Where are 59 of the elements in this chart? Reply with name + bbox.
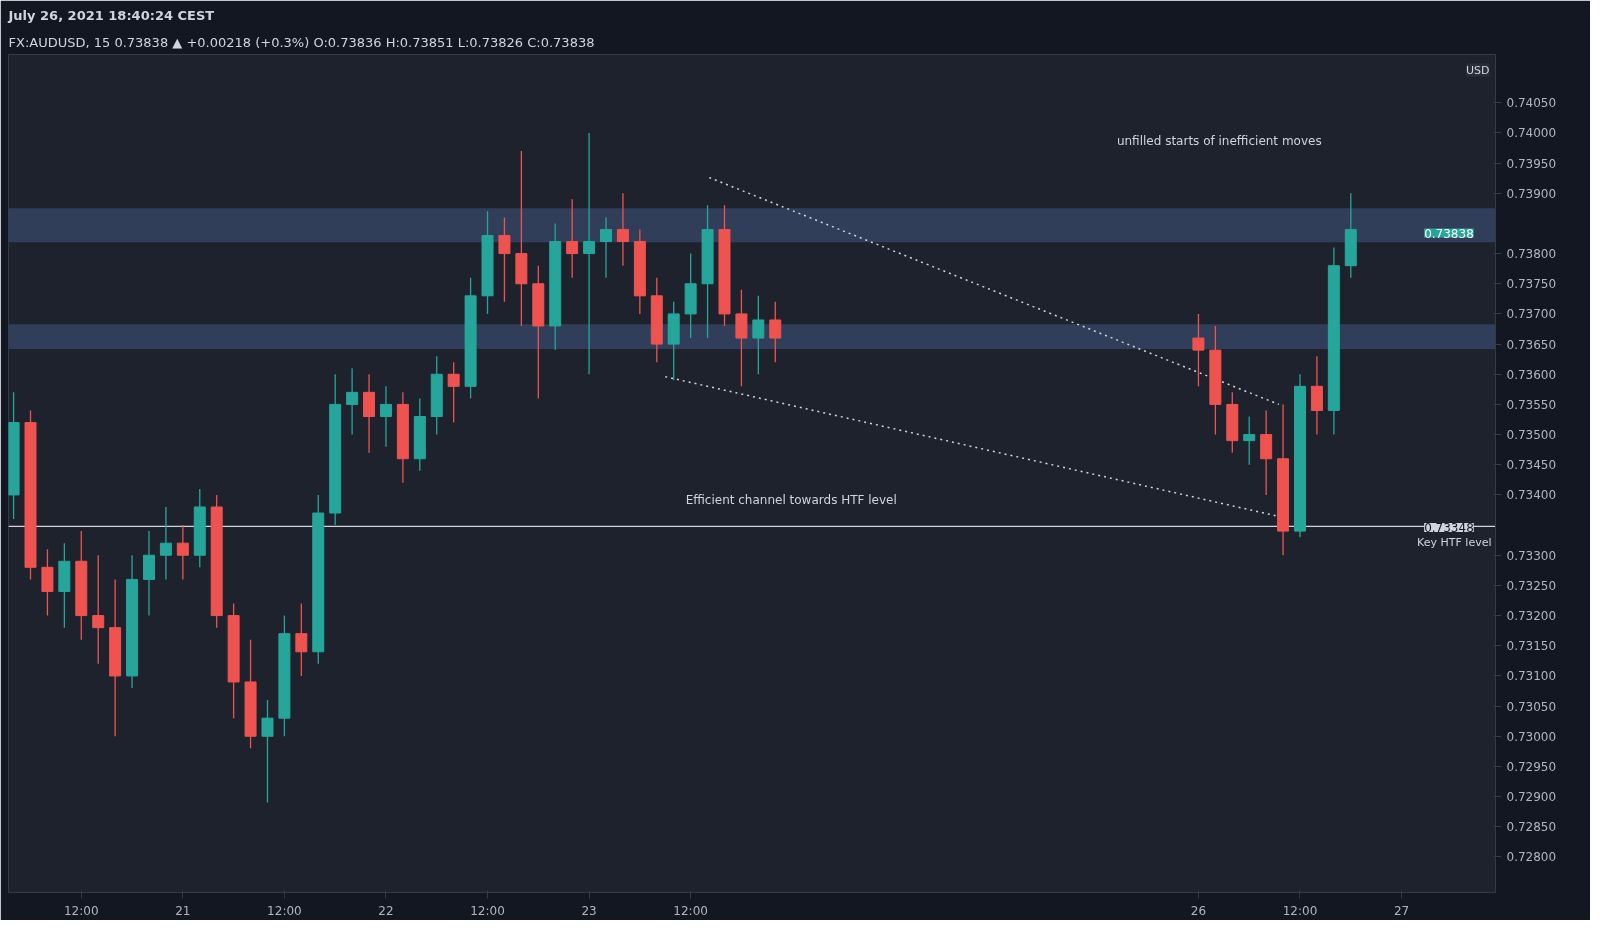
candlestick	[752, 295, 765, 375]
y-tick-label: 0.73300	[1506, 548, 1557, 563]
chart-title: FX:AUDUSD, 15 0.73838 ▲ +0.00218 (+0.3%) O:0.73836 H:0.73851 L:0.73826 C:0.73838	[8, 34, 595, 50]
candlestick	[447, 361, 460, 424]
y-tick-label: 0.73000	[1506, 729, 1557, 744]
candlestick	[616, 192, 629, 267]
y-tick-label: 0.74050	[1506, 96, 1557, 111]
annotation: 0.73838	[1424, 226, 1474, 241]
annotation: 0.73348	[1424, 521, 1474, 536]
x-tick-label: 22	[378, 903, 394, 918]
y-tick-label: 0.73900	[1506, 186, 1557, 201]
y-tick-label: 0.73550	[1506, 397, 1557, 412]
y-tick-label: 0.73500	[1506, 428, 1557, 443]
x-tick-label: 26	[1190, 903, 1207, 918]
y-axis-title: USD	[1466, 63, 1490, 77]
legend-label: Key HTF level	[1417, 536, 1492, 550]
y-tick-label: 0.73650	[1506, 337, 1557, 352]
annotation: unfilled starts of inefficient moves	[1116, 134, 1322, 148]
x-tick-label: 12:00	[63, 903, 99, 918]
y-tick-label: 0.73150	[1506, 639, 1557, 654]
y-tick-label: 0.73050	[1506, 699, 1557, 714]
chart-subtitle: July 26, 2021 18:40:24 CEST	[7, 7, 215, 23]
candlestick	[176, 524, 189, 581]
candlestick	[498, 216, 511, 303]
x-tick-label: 27	[1393, 903, 1410, 918]
y-tick-label: 0.73800	[1506, 247, 1557, 262]
candlestick	[1243, 415, 1256, 466]
candlestick	[1192, 313, 1205, 387]
candlestick	[566, 198, 579, 279]
candlestick	[583, 132, 596, 375]
candlestick	[379, 385, 392, 448]
y-tick-label: 0.73450	[1506, 458, 1557, 473]
y-tick-label: 0.72800	[1506, 850, 1557, 865]
y-tick-label: 0.73600	[1506, 367, 1557, 382]
y-tick-label: 0.73700	[1506, 307, 1557, 322]
y-tick-label: 0.73100	[1506, 669, 1557, 684]
x-tick-label: 12:00	[673, 903, 708, 918]
x-tick-label: 21	[175, 903, 191, 918]
y-tick-label: 0.74000	[1506, 126, 1557, 141]
candlestick	[261, 699, 274, 804]
y-tick-label: 0.72950	[1506, 759, 1557, 774]
y-tick-label: 0.73750	[1506, 277, 1557, 292]
x-tick-label: 12:00	[1282, 903, 1318, 918]
candlestick	[600, 216, 613, 279]
candlestick	[295, 602, 308, 677]
candlestick	[159, 506, 172, 581]
y-tick-label: 0.73250	[1506, 578, 1557, 593]
y-tick-label: 0.72900	[1506, 790, 1557, 805]
candlestick	[92, 554, 105, 665]
x-tick-label: 12:00	[470, 903, 505, 918]
y-tick-label: 0.73200	[1506, 609, 1557, 624]
candlestick	[769, 301, 782, 363]
y-tick-label: 0.73400	[1506, 488, 1557, 503]
x-tick-label: 23	[581, 903, 597, 918]
y-tick-label: 0.72850	[1506, 820, 1557, 835]
x-tick-label: 12:00	[267, 903, 302, 918]
y-tick-label: 0.73950	[1506, 156, 1557, 171]
annotation: Efficient channel towards HTF level	[685, 493, 897, 508]
candlestick	[346, 367, 359, 436]
